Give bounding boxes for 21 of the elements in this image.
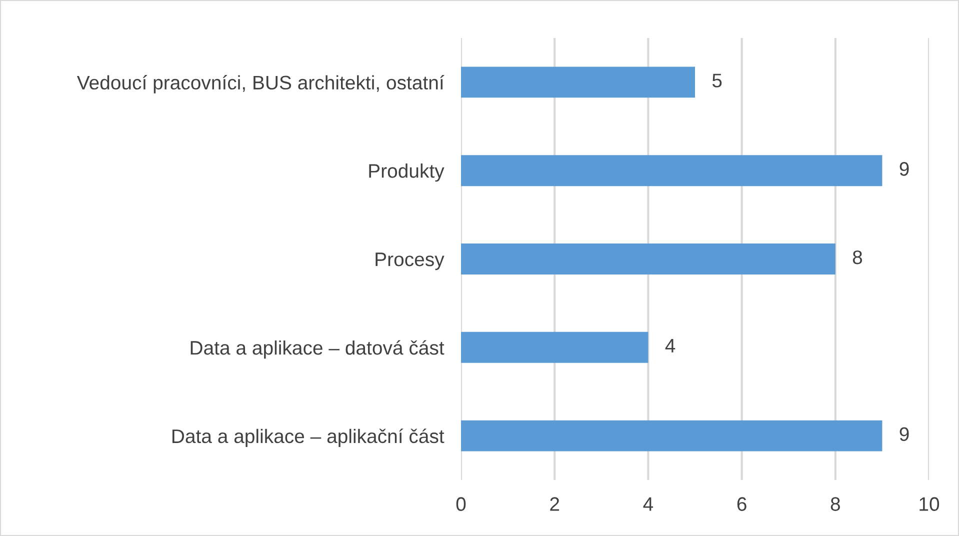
bar [461,244,836,274]
x-tick-label: 8 [830,497,840,511]
x-tick-label: 6 [737,497,746,511]
y-tick-label: Procesy [376,252,444,270]
y-tick-label: Data a aplikace – aplikační část [172,428,444,447]
x-tick-label: 4 [643,497,654,511]
x-tick-label: 2 [550,497,560,511]
y-tick-label: Vedoucí pracovníci, BUS architekti, ostatní [76,75,444,94]
data-label: 4 [665,339,676,352]
x-tick-label: 0 [456,497,466,511]
bar [461,66,695,98]
data-label: 9 [900,427,909,442]
y-tick-label: Produkty [369,164,444,182]
y-tick-label: Data a aplikace – datová část [190,340,444,359]
x-tick-label: 10 [920,497,940,511]
data-label: 8 [852,250,862,264]
data-label: 5 [712,74,722,88]
bar [461,332,648,363]
bar [461,420,882,452]
data-label: 9 [900,162,909,176]
bar [461,155,882,186]
